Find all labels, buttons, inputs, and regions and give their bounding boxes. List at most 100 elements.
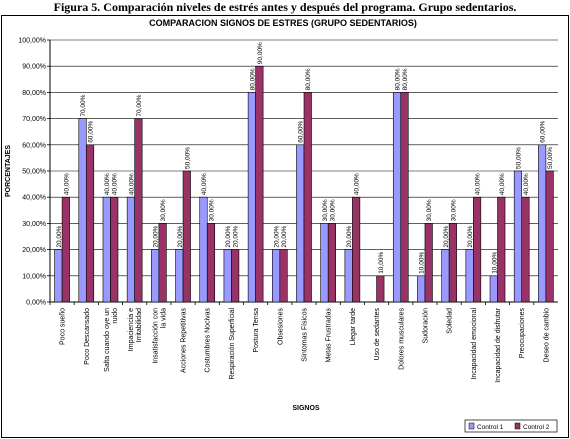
data-label: 30,00% <box>208 199 215 221</box>
data-label: 60,00% <box>298 121 305 143</box>
x-tick-label: Acciones Repetitivas <box>181 308 188 373</box>
bar-control-1 <box>344 249 353 303</box>
data-label: 40,00% <box>499 173 506 195</box>
data-label: 30,00% <box>322 199 329 221</box>
x-tick-label: Sudoración <box>422 308 429 344</box>
data-label: 80,00% <box>249 68 256 90</box>
bar-control-1 <box>489 275 498 303</box>
bar-control-1 <box>320 223 329 303</box>
x-tick-label: Postura Tensa <box>253 308 260 353</box>
y-tick-label: 100,00% <box>18 38 46 45</box>
bar-control-2 <box>61 196 70 303</box>
data-label: 30,00% <box>160 199 167 221</box>
data-label: 60,00% <box>88 121 95 143</box>
y-tick-label: 50,00% <box>22 169 46 176</box>
bar-control-2 <box>521 196 530 303</box>
y-tick-label: 40,00% <box>22 195 46 202</box>
x-tick-label: Poco Descansado <box>84 308 91 365</box>
data-label: 20,00% <box>153 225 160 247</box>
x-tick-label: Incapacidad de disfrutar <box>495 307 502 382</box>
y-tick-label: 60,00% <box>22 142 46 149</box>
data-label: 70,00% <box>80 94 87 116</box>
x-tick-label: Incapacidad emocional <box>471 308 478 380</box>
bar-control-2 <box>424 223 433 303</box>
bar-control-1 <box>247 92 256 303</box>
bar-control-2 <box>255 65 264 303</box>
bar-control-1 <box>392 92 402 303</box>
legend-swatch <box>468 422 475 430</box>
bar-control-1 <box>102 196 111 303</box>
bar-control-1 <box>175 249 184 303</box>
data-label: 40,00% <box>354 173 361 195</box>
x-tick-label: Metas Frustradas <box>326 308 333 363</box>
data-label: 40,00% <box>104 173 111 195</box>
bar-control-1 <box>513 170 523 303</box>
bar-control-1 <box>199 196 208 303</box>
x-tick-label: Preocupaciones <box>519 308 526 359</box>
legend-label: Control 2 <box>523 424 550 431</box>
bar-control-2 <box>376 275 385 303</box>
x-tick-label: Síntomas Físicos <box>302 308 309 362</box>
x-tick-label: Salta cuando oye unruido <box>104 308 119 372</box>
bar-control-2 <box>448 223 457 303</box>
data-label: 20,00% <box>346 225 353 247</box>
data-label: 40,00% <box>475 173 482 195</box>
data-label: 40,00% <box>201 173 208 195</box>
y-tick-label: 30,00% <box>22 221 46 228</box>
data-label: 20,00% <box>467 225 474 247</box>
y-tick-label: 70,00% <box>22 116 46 123</box>
x-tick-label: Poco sueño <box>60 308 67 345</box>
x-tick-label: Costumbres Nocivas <box>205 308 212 373</box>
data-label: 80,00% <box>305 68 312 90</box>
y-axis-title: PORCENTAJES <box>5 145 12 197</box>
bar-control-1 <box>223 249 232 303</box>
x-tick-label: Uso de sedantes <box>374 308 381 361</box>
data-label: 20,00% <box>56 225 63 247</box>
y-tick-label: 0,00% <box>26 300 46 307</box>
data-label: 10,00% <box>419 252 426 274</box>
data-label: 20,00% <box>177 225 184 247</box>
legend-swatch <box>514 422 521 430</box>
bar-control-2 <box>400 92 409 303</box>
bar-control-1 <box>126 196 135 303</box>
data-label: 20,00% <box>225 225 232 247</box>
data-label: 60,00% <box>540 121 547 143</box>
data-label: 30,00% <box>426 199 433 221</box>
data-label: 30,00% <box>450 199 457 221</box>
x-tick-label: Dolores musculares <box>398 308 405 370</box>
bar-control-1 <box>151 249 160 303</box>
bar-control-2 <box>231 249 240 303</box>
bar-control-2 <box>545 170 554 303</box>
x-axis-title: SIGNOS <box>292 405 320 412</box>
y-tick-label: 80,00% <box>22 90 46 97</box>
bar-control-2 <box>352 196 361 303</box>
data-label: 20,00% <box>281 225 288 247</box>
data-label: 50,00% <box>184 147 191 169</box>
bar-control-2 <box>206 223 216 303</box>
data-label: 20,00% <box>274 225 281 247</box>
bar-control-1 <box>54 249 63 303</box>
x-tick-label: Soledad <box>447 308 454 334</box>
y-tick-label: 10,00% <box>22 273 46 280</box>
bar-control-2 <box>279 249 288 303</box>
x-tick-label: Obsesiones <box>277 308 284 345</box>
bar-control-1 <box>78 118 87 303</box>
data-label: 30,00% <box>329 199 336 221</box>
bar-control-2 <box>473 196 482 303</box>
data-label: 50,00% <box>547 147 554 169</box>
data-label: 40,00% <box>523 173 530 195</box>
bar-control-2 <box>85 144 95 303</box>
bar-control-1 <box>417 275 426 303</box>
bar-control-1 <box>272 249 281 303</box>
legend <box>464 419 558 433</box>
y-tick-label: 90,00% <box>22 64 46 71</box>
legend-label: Control 1 <box>477 424 504 431</box>
bar-control-1 <box>441 249 450 303</box>
data-label: 80,00% <box>395 68 402 90</box>
chart-title: COMPARACION SIGNOS DE ESTRES (GRUPO SEDE… <box>149 18 417 28</box>
data-label: 90,00% <box>257 42 264 64</box>
figure-caption: Figura 5. Comparación niveles de estrés … <box>53 0 517 14</box>
bar-control-2 <box>158 223 167 303</box>
bar-control-2 <box>182 170 191 303</box>
